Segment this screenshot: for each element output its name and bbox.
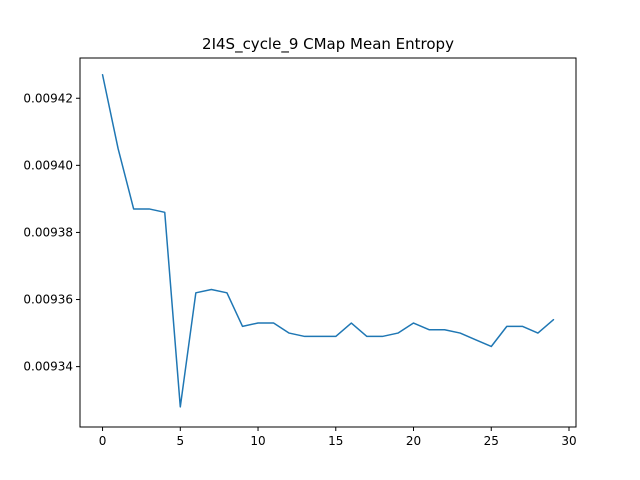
- chart-title: 2I4S_cycle_9 CMap Mean Entropy: [202, 35, 454, 54]
- x-tick-label: 5: [176, 434, 184, 448]
- x-tick-label: 15: [328, 434, 343, 448]
- y-tick-label: 0.00934: [23, 360, 73, 374]
- y-tick-label: 0.00936: [23, 293, 73, 307]
- x-axis: 0 5 10 15 20 25 30: [99, 427, 577, 448]
- y-tick-label: 0.00940: [23, 158, 73, 172]
- y-tick-label: 0.00942: [23, 91, 73, 105]
- plot-frame: [79, 57, 577, 428]
- x-tick-label: 30: [561, 434, 576, 448]
- x-tick-label: 20: [406, 434, 421, 448]
- x-tick-label: 10: [250, 434, 265, 448]
- y-tick-label: 0.00938: [23, 225, 73, 239]
- x-tick-label: 0: [99, 434, 107, 448]
- y-axis: 0.00934 0.00936 0.00938 0.00940 0.00942: [23, 91, 80, 374]
- series-line: [101, 74, 555, 408]
- plot-area: [101, 74, 555, 408]
- x-tick-label: 25: [484, 434, 499, 448]
